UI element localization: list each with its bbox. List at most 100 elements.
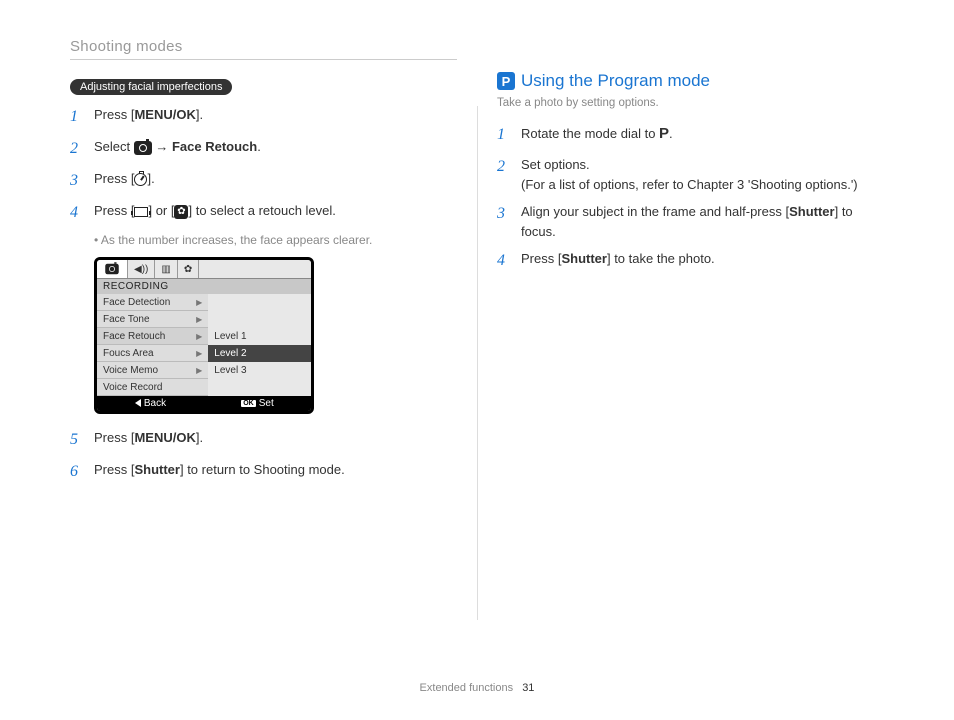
t: ] to return to Shooting mode. [180,462,345,477]
step-text: Rotate the mode dial to P. [521,123,884,146]
chevron-right-icon: ▶ [196,315,202,324]
menu-label: Voice Record [103,382,162,393]
t: Press [ [94,203,134,218]
menu-row: Voice Record [97,379,208,396]
steps-list-a: 1 Press [MENU/OK]. 2 Select → Face Retou… [70,105,457,225]
shutter-label: Shutter [561,251,607,266]
step: 4 Press [Shutter] to take the photo. [497,249,884,273]
t: . [257,139,261,154]
chevron-right-icon: ▶ [196,366,202,375]
menu-ok-label: MENU/OK [134,430,195,445]
page-footer: Extended functions 31 [0,682,954,694]
lcd-level-list: Level 1 Level 2 Level 3 [208,294,311,396]
step-text: Align your subject in the frame and half… [521,202,884,241]
step: 1 Press [MENU/OK]. [70,105,457,129]
step-text: Press [Shutter] to take the photo. [521,249,884,269]
menu-ok-label: MENU/OK [134,107,195,122]
lcd-set: OKSet [204,398,311,409]
back-label: Back [144,398,166,409]
left-column: Shooting modes Adjusting facial imperfec… [70,38,457,492]
t: → [152,139,172,154]
t: . [669,126,673,141]
t: ]. [196,107,203,122]
step-text: Select → Face Retouch. [94,137,457,157]
face-retouch-label: Face Retouch [172,139,257,154]
lcd-tab-camera [97,260,128,278]
level-row: Level 3 [208,362,311,379]
t: Rotate the mode dial to [521,126,659,141]
t: Press [ [521,251,561,266]
right-column: P Using the Program mode Take a photo by… [497,38,884,492]
level-row: Level 1 [208,328,311,345]
lcd-tabs: ◀)) ▥ ✿ [97,260,311,279]
step: 2 Select → Face Retouch. [70,137,457,161]
t: Set options. [521,157,590,172]
t: ] or [ [148,203,174,218]
step-number: 6 [70,460,88,484]
p-label: P [659,123,669,146]
step-number: 1 [70,105,88,129]
step-number: 3 [70,169,88,193]
footer-section: Extended functions [420,682,514,694]
step: 6 Press [Shutter] to return to Shooting … [70,460,457,484]
step-number: 5 [70,428,88,452]
t: Press [ [94,462,134,477]
menu-label: Face Detection [103,297,170,308]
lcd-tab-display: ▥ [155,260,177,278]
step-note: As the number increases, the face appear… [94,233,457,247]
chevron-right-icon: ▶ [196,349,202,358]
section-title: Shooting modes [70,38,457,60]
step-number: 2 [497,155,515,179]
step-number: 4 [497,249,515,273]
subheading: Take a photo by setting options. [497,97,884,109]
lcd-back: Back [97,398,204,409]
steps-list-right: 1 Rotate the mode dial to P. 2 Set optio… [497,123,884,273]
menu-row: Foucs Area ▶ [97,345,208,362]
shutter-label: Shutter [789,204,835,219]
lcd-menu: ◀)) ▥ ✿ RECORDING Face Detection ▶ Face T… [94,257,314,414]
camera-icon [105,264,119,275]
steps-list-b: 5 Press [MENU/OK]. 6 Press [Shutter] to … [70,428,457,484]
step-number: 2 [70,137,88,161]
step: 3 Align your subject in the frame and ha… [497,202,884,241]
menu-label: Face Tone [103,314,150,325]
menu-label: Foucs Area [103,348,154,359]
t: Align your subject in the frame and half… [521,204,789,219]
lcd-menu-list: Face Detection▶ Face Tone▶ Face Retouch▶… [97,294,208,396]
step: 2 Set options. (For a list of options, r… [497,155,884,194]
spacer [208,294,311,328]
macro-icon [174,205,188,219]
t: Press [ [94,171,134,186]
menu-row: Face Tone ▶ [97,311,208,328]
t: (For a list of options, refer to Chapter… [521,177,858,192]
set-label: Set [259,398,274,409]
camera-icon [134,141,152,155]
step: 3 Press []. [70,169,457,193]
heading-text: Using the Program mode [521,71,710,91]
ok-icon: OK [241,400,256,407]
step-text: Press []. [94,169,457,189]
t: Select [94,139,134,154]
page-number: 31 [522,682,534,694]
t: ]. [196,430,203,445]
step-text: Press [ ] or [ ] to select a retouch level… [94,201,457,221]
lcd-section-header: RECORDING [97,279,311,294]
program-mode-heading: P Using the Program mode [497,71,884,91]
menu-row: Face Detection ▶ [97,294,208,311]
t: Press [ [94,430,134,445]
lcd-tab-settings: ✿ [178,260,199,278]
step: 5 Press [MENU/OK]. [70,428,457,452]
step-number: 4 [70,201,88,225]
t: ] to select a retouch level. [188,203,335,218]
shutter-label: Shutter [134,462,180,477]
t: ]. [147,171,154,186]
subsection-pill: Adjusting facial imperfections [70,79,232,95]
t: Press [ [94,107,134,122]
step-text: Press [Shutter] to return to Shooting mo… [94,460,457,480]
back-icon [135,399,141,407]
timer-icon [134,173,147,186]
level-row-selected: Level 2 [208,345,311,362]
chevron-right-icon: ▶ [196,298,202,307]
step: 4 Press [ ] or [ ] to select a retouch lev… [70,201,457,225]
menu-row: Voice Memo▶ [97,362,208,379]
